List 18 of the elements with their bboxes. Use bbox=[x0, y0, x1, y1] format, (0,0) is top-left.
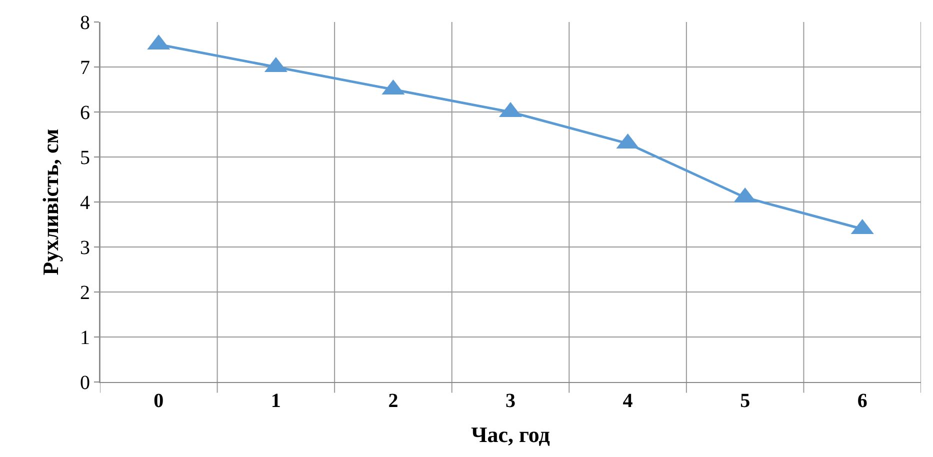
x-tick-label: 2 bbox=[388, 390, 398, 412]
y-tick-label: 8 bbox=[80, 12, 90, 34]
y-tick-label: 5 bbox=[80, 147, 90, 169]
x-axis-title: Час, год bbox=[471, 422, 550, 447]
x-tick-label: 1 bbox=[270, 390, 281, 412]
y-tick-label: 7 bbox=[80, 57, 90, 79]
y-tick-label: 6 bbox=[80, 102, 90, 124]
x-tick-label: 3 bbox=[506, 390, 516, 412]
x-tick-label: 5 bbox=[740, 390, 750, 412]
y-tick-label: 2 bbox=[80, 282, 90, 304]
x-tick-label: 0 bbox=[154, 390, 164, 412]
y-tick-label: 1 bbox=[80, 327, 90, 349]
y-tick-label: 0 bbox=[80, 372, 90, 394]
x-tick-label: 4 bbox=[622, 390, 633, 412]
y-axis-title: Рухливість, см bbox=[38, 128, 63, 276]
x-tick-label: 6 bbox=[857, 390, 868, 412]
y-tick-label: 4 bbox=[80, 192, 90, 214]
y-tick-label: 3 bbox=[80, 237, 90, 259]
